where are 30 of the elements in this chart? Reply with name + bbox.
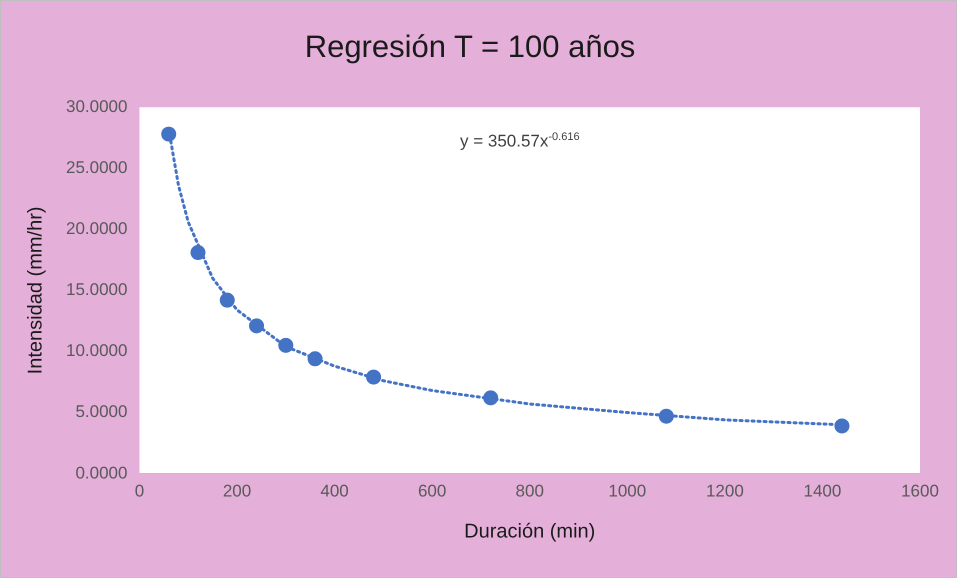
y-tick-label: 20.0000 <box>66 219 128 238</box>
y-axis-title: Intensidad (mm/hr) <box>24 206 47 374</box>
point <box>220 292 235 308</box>
point <box>483 390 498 406</box>
x-axis-title: Duración (min) <box>464 520 596 543</box>
x-tick-label: 0 <box>134 481 144 500</box>
x-tick-label: 1200 <box>706 481 744 500</box>
point <box>190 245 206 260</box>
x-tick-label: 600 <box>418 481 446 500</box>
x-tick-label: 200 <box>222 481 252 500</box>
x-tick-label: 800 <box>516 481 544 500</box>
point <box>308 351 323 366</box>
y-tick-label: 25.0000 <box>66 158 128 177</box>
y-tick-label: 10.0000 <box>66 341 128 360</box>
y-tick-label: 5.0000 <box>75 402 128 422</box>
point <box>834 418 850 434</box>
point <box>161 126 176 142</box>
x-tick-label: 1600 <box>901 481 939 500</box>
y-tick-label: 15.0000 <box>66 280 128 300</box>
y-tick-label: 0.0000 <box>75 463 128 482</box>
x-tick-label: 1000 <box>608 481 646 500</box>
x-tick-label: 400 <box>320 481 349 500</box>
point <box>249 318 264 334</box>
point <box>366 370 382 385</box>
y-tick-label: 30.0000 <box>66 96 128 116</box>
chart-title: Regresión T = 100 años <box>304 29 636 64</box>
point <box>278 338 294 353</box>
point <box>658 408 674 424</box>
x-tick-label: 1400 <box>804 481 842 500</box>
annotation: y = 350.57x$^{-0.616}$ <box>460 131 580 152</box>
